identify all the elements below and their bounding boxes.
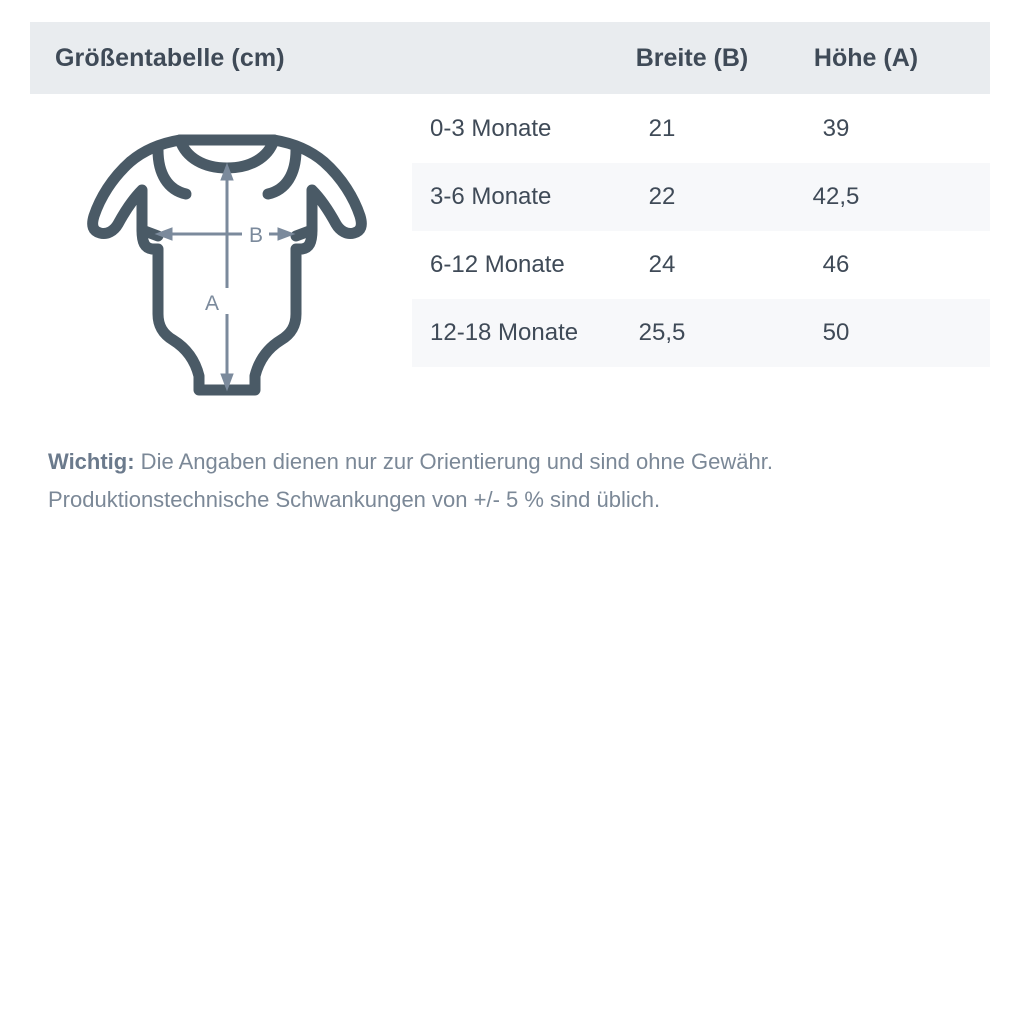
table-row: 3-6 Monate 22 42,5 [412,163,990,231]
cell-size: 6-12 Monate [430,251,565,278]
table-row: 0-3 Monate 21 39 [412,95,990,163]
cell-height: 46 [822,251,850,278]
cell-height: 50 [822,319,850,346]
size-table-body: 0-3 Monate 21 39 3-6 Monate 22 42,5 6-12… [412,95,990,367]
cell-height: 42,5 [812,183,860,210]
table-row: 12-18 Monate 25,5 50 [412,299,990,367]
disclaimer-note: Wichtig: Die Angaben dienen nur zur Orie… [48,443,988,519]
width-arrowhead-right [277,227,296,241]
column-header-height: Höhe (A) [813,43,919,72]
column-header-width: Breite (B) [635,43,749,72]
height-measure-label: A [205,292,219,315]
cell-width: 25,5 [638,319,686,346]
page-title: Größentabelle (cm) [55,43,285,72]
cell-size: 3-6 Monate [430,183,552,210]
table-row: 6-12 Monate 24 46 [412,231,990,299]
cell-width: 21 [648,115,676,142]
cell-size: 12-18 Monate [430,319,579,346]
height-arrowhead-bottom [220,373,234,392]
measurement-arrows [154,162,296,392]
bodysuit-diagram: A B [62,118,392,418]
cell-width: 24 [648,251,676,278]
disclaimer-lead: Wichtig: [48,449,135,474]
height-arrowhead-top [220,162,234,181]
disclaimer-line-1: Wichtig: Die Angaben dienen nur zur Orie… [48,443,988,481]
disclaimer-text-1: Die Angaben dienen nur zur Orientierung … [134,449,773,474]
width-arrowhead-left [154,227,173,241]
cell-size: 0-3 Monate [430,115,552,142]
disclaimer-line-2: Produktionstechnische Schwankungen von +… [48,487,661,512]
width-measure-label: B [249,224,263,247]
cell-width: 22 [648,183,676,210]
cell-height: 39 [822,115,850,142]
table-header-band: Größentabelle (cm) Breite (B) Höhe (A) [30,22,990,94]
